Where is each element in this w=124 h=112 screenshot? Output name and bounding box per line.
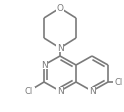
FancyBboxPatch shape [56,87,64,95]
Text: Cl: Cl [115,78,123,86]
Text: N: N [41,60,47,70]
FancyBboxPatch shape [56,44,64,52]
Text: N: N [89,86,95,96]
FancyBboxPatch shape [40,61,48,69]
Text: N: N [57,43,63,53]
Text: Cl: Cl [25,86,33,96]
FancyBboxPatch shape [56,4,64,12]
Text: O: O [57,3,63,13]
FancyBboxPatch shape [23,87,35,95]
FancyBboxPatch shape [88,87,96,95]
FancyBboxPatch shape [113,78,124,86]
Text: N: N [57,86,63,96]
